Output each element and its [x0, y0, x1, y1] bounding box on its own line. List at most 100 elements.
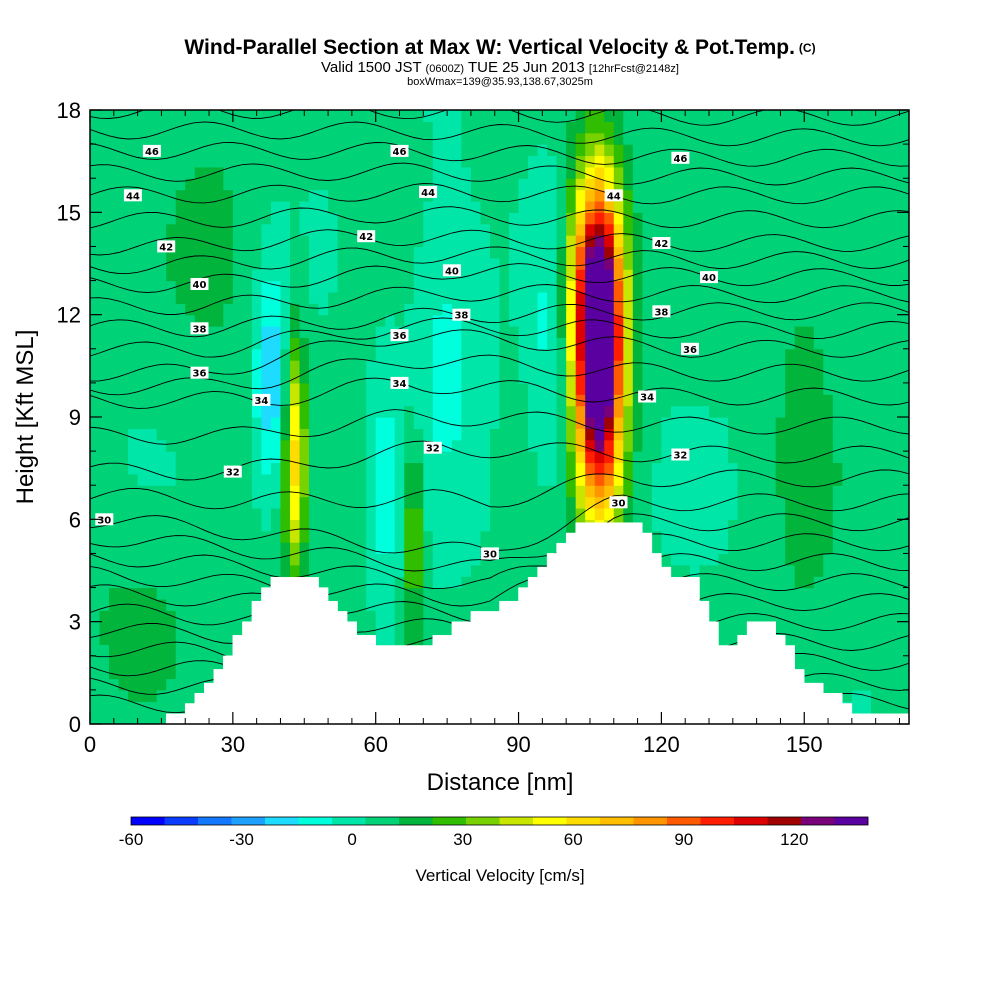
field-cell	[213, 451, 224, 464]
field-cell	[832, 519, 843, 532]
field-cell	[156, 496, 167, 509]
field-cell	[489, 496, 501, 509]
field-cell	[385, 280, 396, 293]
field-cell	[575, 223, 586, 236]
field-cell	[109, 644, 120, 657]
field-cell	[889, 473, 901, 486]
field-cell	[194, 155, 205, 168]
field-cell	[204, 633, 215, 646]
field-cell	[699, 360, 710, 373]
field-cell	[823, 587, 834, 600]
field-cell	[670, 257, 682, 270]
field-cell	[90, 451, 101, 464]
field-cell	[299, 189, 310, 202]
contour-label: 32	[223, 465, 242, 479]
field-cell	[756, 280, 767, 293]
field-cell	[528, 280, 539, 293]
field-cell	[461, 291, 472, 304]
field-cell	[261, 451, 272, 464]
field-cell	[785, 360, 796, 373]
field-cell	[870, 485, 882, 498]
field-cell	[480, 110, 491, 122]
field-cell	[451, 235, 462, 248]
field-cell	[175, 246, 186, 259]
field-cell	[861, 598, 872, 611]
field-cell	[99, 110, 110, 122]
field-cell	[823, 417, 834, 429]
field-cell	[585, 235, 596, 248]
field-cell	[337, 155, 348, 168]
field-cell	[775, 530, 786, 543]
field-cell	[109, 382, 120, 395]
field-cell	[90, 428, 101, 441]
field-cell	[623, 291, 634, 304]
terrain-shape	[90, 522, 909, 724]
field-cell	[737, 257, 748, 270]
field-cell	[442, 507, 453, 520]
field-cell	[728, 223, 739, 236]
title-block: Wind-Parallel Section at Max W: Vertical…	[0, 36, 1000, 88]
field-cell	[270, 462, 282, 475]
field-cell	[547, 166, 558, 179]
field-cell	[670, 507, 682, 520]
field-cell	[880, 314, 891, 327]
field-cell	[280, 314, 291, 327]
field-cell	[175, 189, 186, 202]
field-cell	[851, 678, 862, 691]
field-cell	[670, 462, 682, 475]
field-cell	[842, 235, 853, 248]
field-cell	[661, 314, 672, 327]
field-cell	[223, 587, 234, 600]
field-cell	[137, 633, 148, 646]
field-cell	[509, 166, 520, 179]
field-cell	[156, 678, 167, 691]
contour-label-text: 38	[654, 307, 668, 318]
field-cell	[756, 473, 767, 486]
field-cell	[242, 223, 253, 236]
field-cell	[794, 257, 805, 270]
field-cell	[613, 166, 624, 179]
field-cell	[537, 280, 548, 293]
field-cell	[756, 417, 767, 429]
field-cell	[651, 439, 662, 452]
field-cell	[766, 417, 777, 429]
field-cell	[251, 269, 263, 282]
field-cell	[785, 451, 796, 464]
field-cell	[356, 417, 367, 429]
field-cell	[347, 121, 358, 134]
field-cell	[175, 542, 186, 555]
field-cell	[499, 314, 510, 327]
field-cell	[432, 235, 443, 248]
field-cell	[899, 633, 909, 646]
field-cell	[585, 507, 596, 520]
field-cell	[842, 348, 853, 361]
field-cell	[537, 314, 548, 327]
contour-label-text: 32	[426, 444, 440, 455]
field-cell	[261, 382, 272, 395]
field-cell	[766, 576, 777, 589]
field-cell	[509, 200, 520, 213]
field-cell	[870, 553, 882, 566]
field-cell	[804, 189, 815, 202]
contour-label: 46	[671, 151, 690, 165]
field-cell	[480, 439, 491, 452]
field-cell	[328, 269, 339, 282]
field-cell	[432, 507, 443, 520]
field-cell	[575, 235, 586, 248]
field-cell	[470, 462, 482, 475]
field-cell	[756, 485, 767, 498]
field-cell	[461, 519, 472, 532]
field-cell	[213, 166, 224, 179]
field-cell	[213, 462, 224, 475]
field-cell	[137, 405, 148, 418]
contour-label: 36	[681, 342, 699, 356]
field-cell	[899, 598, 909, 611]
field-cell	[204, 360, 215, 373]
field-cell	[166, 451, 177, 464]
field-cell	[137, 280, 148, 293]
field-cell	[213, 428, 224, 441]
field-cell	[128, 439, 139, 452]
field-cell	[518, 428, 529, 441]
field-cell	[728, 257, 739, 270]
field-cell	[204, 314, 215, 327]
